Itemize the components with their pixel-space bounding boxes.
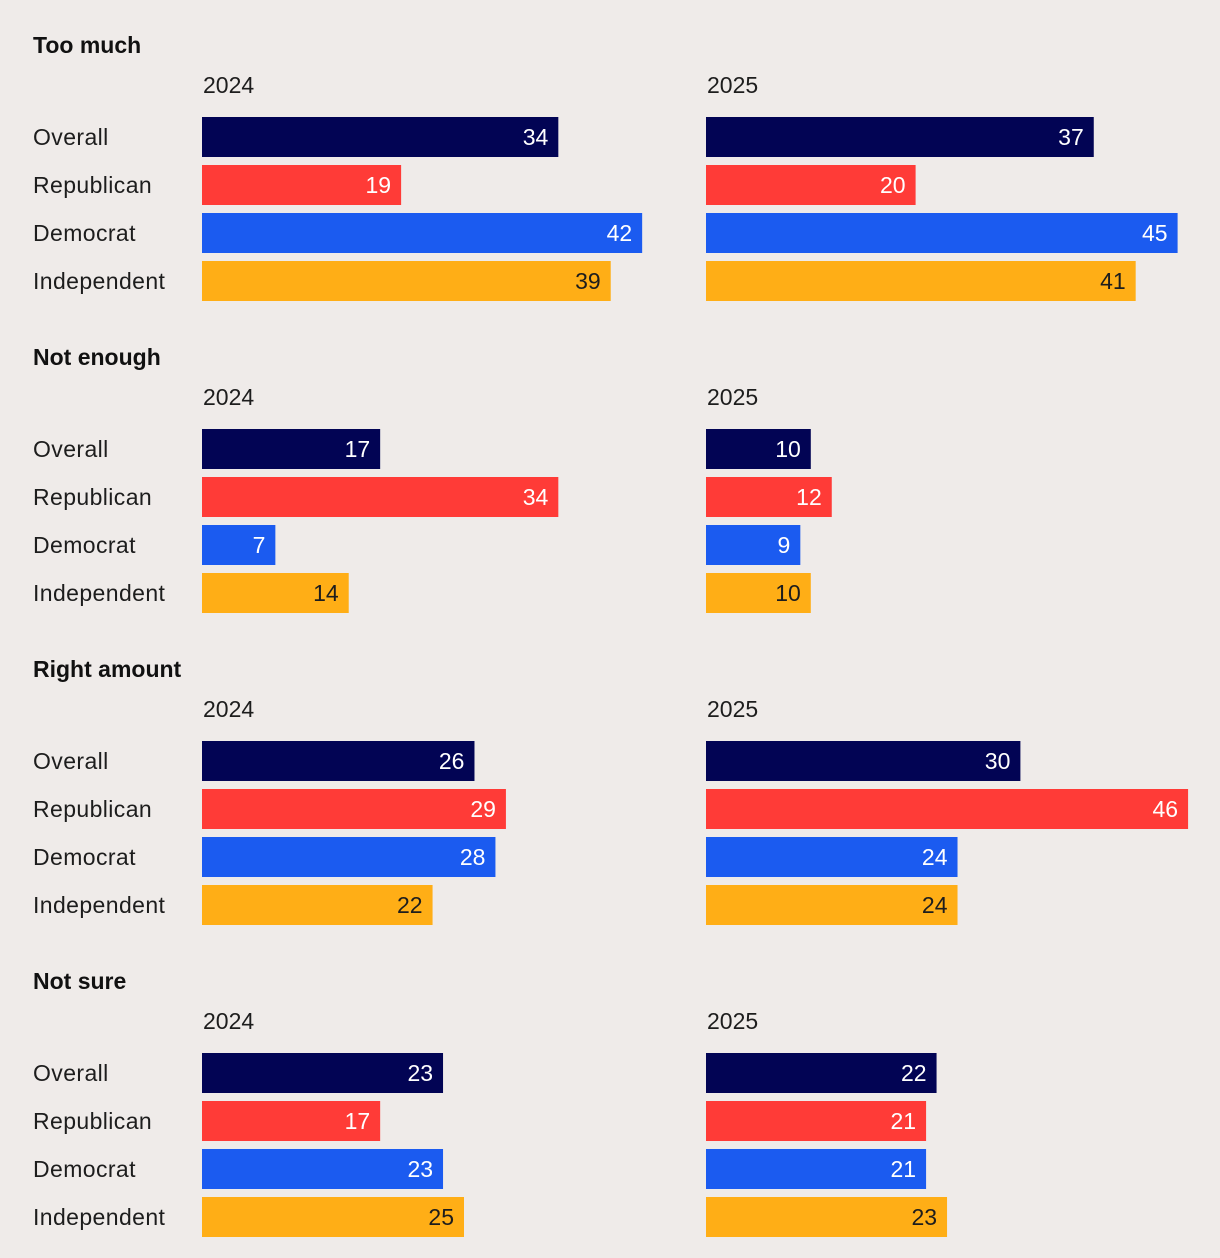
year-label-not-enough-2024: 2024 [203,384,254,410]
row-label-not-enough-democrat: Democrat [33,532,136,558]
value-label-right-amount-2025-independent: 24 [922,892,948,918]
row-label-right-amount-democrat: Democrat [33,844,136,870]
row-label-too-much-democrat: Democrat [33,220,136,246]
bar-too-much-2024-overall [202,117,559,157]
year-label-too-much-2025: 2025 [707,72,758,98]
bar-right-amount-2024-republican [202,789,506,829]
value-label-not-enough-2025-republican: 12 [796,484,822,510]
year-label-not-sure-2025: 2025 [707,1008,758,1034]
bar-right-amount-2024-independent [202,885,433,925]
panel-title-too-much: Too much [33,32,141,58]
bar-not-enough-2025-overall [706,429,811,469]
bar-not-enough-2024-republican [202,477,559,517]
value-label-right-amount-2024-independent: 22 [397,892,423,918]
value-label-too-much-2024-republican: 19 [366,172,392,198]
value-label-too-much-2025-republican: 20 [880,172,906,198]
panel-title-right-amount: Right amount [33,656,182,682]
value-label-right-amount-2024-overall: 26 [439,748,465,774]
row-label-right-amount-overall: Overall [33,748,109,774]
value-label-not-enough-2024-independent: 14 [313,580,339,606]
bar-too-much-2024-republican [202,165,402,205]
year-label-not-sure-2024: 2024 [203,1008,254,1034]
value-label-not-sure-2024-independent: 25 [428,1204,454,1230]
row-label-not-enough-independent: Independent [33,580,166,606]
value-label-too-much-2025-overall: 37 [1058,124,1084,150]
value-label-not-sure-2024-democrat: 23 [407,1156,433,1182]
value-label-not-sure-2025-independent: 23 [911,1204,937,1230]
bar-right-amount-2024-overall [202,741,475,781]
bar-too-much-2025-overall [706,117,1094,157]
value-label-not-enough-2024-overall: 17 [345,436,371,462]
bar-not-enough-2025-republican [706,477,832,517]
value-label-right-amount-2025-republican: 46 [1152,796,1178,822]
bar-right-amount-2024-democrat [202,837,496,877]
value-label-not-enough-2025-democrat: 9 [778,532,791,558]
value-label-right-amount-2024-democrat: 28 [460,844,486,870]
value-label-too-much-2025-democrat: 45 [1142,220,1168,246]
bar-not-sure-2024-independent [202,1197,464,1237]
value-label-right-amount-2025-overall: 30 [985,748,1011,774]
year-label-not-enough-2025: 2025 [707,384,758,410]
value-label-not-sure-2025-overall: 22 [901,1060,927,1086]
row-label-not-sure-independent: Independent [33,1204,166,1230]
bar-too-much-2025-independent [706,261,1136,301]
value-label-too-much-2024-overall: 34 [523,124,549,150]
bar-right-amount-2025-independent [706,885,958,925]
bar-not-enough-2024-overall [202,429,381,469]
bar-not-enough-2024-democrat [202,525,276,565]
row-label-not-enough-republican: Republican [33,484,152,510]
row-label-too-much-overall: Overall [33,124,109,150]
row-label-right-amount-independent: Independent [33,892,166,918]
year-label-too-much-2024: 2024 [203,72,254,98]
value-label-not-enough-2025-overall: 10 [775,436,801,462]
bar-too-much-2024-democrat [202,213,643,253]
bar-right-amount-2025-republican [706,789,1189,829]
panel-title-not-enough: Not enough [33,344,161,370]
row-label-not-sure-overall: Overall [33,1060,109,1086]
row-label-right-amount-republican: Republican [33,796,152,822]
bar-not-sure-2024-republican [202,1101,381,1141]
value-label-not-sure-2024-republican: 17 [345,1108,371,1134]
bar-not-sure-2024-overall [202,1053,444,1093]
bar-right-amount-2025-democrat [706,837,958,877]
bar-not-enough-2025-independent [706,573,811,613]
bar-too-much-2025-republican [706,165,916,205]
value-label-too-much-2025-independent: 41 [1100,268,1126,294]
bar-not-sure-2025-independent [706,1197,948,1237]
value-label-not-enough-2024-republican: 34 [523,484,549,510]
bar-not-sure-2025-democrat [706,1149,927,1189]
value-label-right-amount-2025-democrat: 24 [922,844,948,870]
bar-too-much-2025-democrat [706,213,1178,253]
row-label-too-much-independent: Independent [33,268,166,294]
value-label-not-sure-2025-republican: 21 [890,1108,916,1134]
bar-too-much-2024-independent [202,261,611,301]
row-label-not-enough-overall: Overall [33,436,109,462]
value-label-not-enough-2024-democrat: 7 [253,532,266,558]
row-label-not-sure-democrat: Democrat [33,1156,136,1182]
bar-not-enough-2024-independent [202,573,349,613]
value-label-right-amount-2024-republican: 29 [470,796,496,822]
value-label-not-sure-2024-overall: 23 [407,1060,433,1086]
value-label-not-enough-2025-independent: 10 [775,580,801,606]
bar-right-amount-2025-overall [706,741,1021,781]
row-label-too-much-republican: Republican [33,172,152,198]
value-label-too-much-2024-democrat: 42 [607,220,633,246]
row-label-not-sure-republican: Republican [33,1108,152,1134]
year-label-right-amount-2024: 2024 [203,696,254,722]
bar-not-sure-2024-democrat [202,1149,444,1189]
bar-not-enough-2025-democrat [706,525,801,565]
bar-not-sure-2025-republican [706,1101,927,1141]
value-label-not-sure-2025-democrat: 21 [890,1156,916,1182]
value-label-too-much-2024-independent: 39 [575,268,601,294]
bar-not-sure-2025-overall [706,1053,937,1093]
panel-title-not-sure: Not sure [33,968,126,994]
year-label-right-amount-2025: 2025 [707,696,758,722]
